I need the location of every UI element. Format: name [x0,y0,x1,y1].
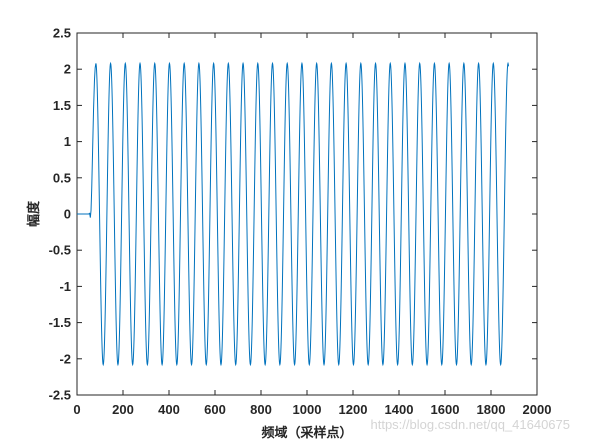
x-tick-label: 400 [158,402,180,417]
series-line [77,61,509,367]
x-axis-label: 频域（采样点） [261,425,352,441]
y-tick-label: 0 [64,207,71,222]
y-tick-label: 1.5 [53,98,71,113]
series-group [77,61,509,367]
y-tick-label: 0.5 [53,170,71,185]
y-tick-label: 1 [64,134,71,149]
x-tick-label: 1400 [385,402,414,417]
y-tick-label: -1.5 [49,315,71,330]
x-tick-label: 1200 [339,402,368,417]
x-tick-label: 1000 [293,402,322,417]
x-tick-label: 600 [204,402,226,417]
y-tick-label: -2.5 [49,388,71,403]
y-tick-label: -1 [59,279,71,294]
y-tick-label: 2 [64,62,71,77]
x-tick-label: 1600 [431,402,460,417]
x-tick-label: 200 [112,402,134,417]
x-tick-label: 0 [73,402,80,417]
y-axis-label: 幅度 [26,200,42,227]
x-tick-label: 2000 [523,402,552,417]
ticks-group: 0 200 400 600 800 1000 1200 1400 1600 1800 2000 2.5… [49,26,552,418]
x-tick-label: 1800 [477,402,506,417]
y-tick-label: -2 [59,351,71,366]
x-tick-label: 800 [250,402,272,417]
y-tick-label: -0.5 [49,243,71,258]
watermark-text: https://blog.csdn.net/qq_41640675 [370,417,571,432]
y-tick-label: 2.5 [53,26,71,41]
